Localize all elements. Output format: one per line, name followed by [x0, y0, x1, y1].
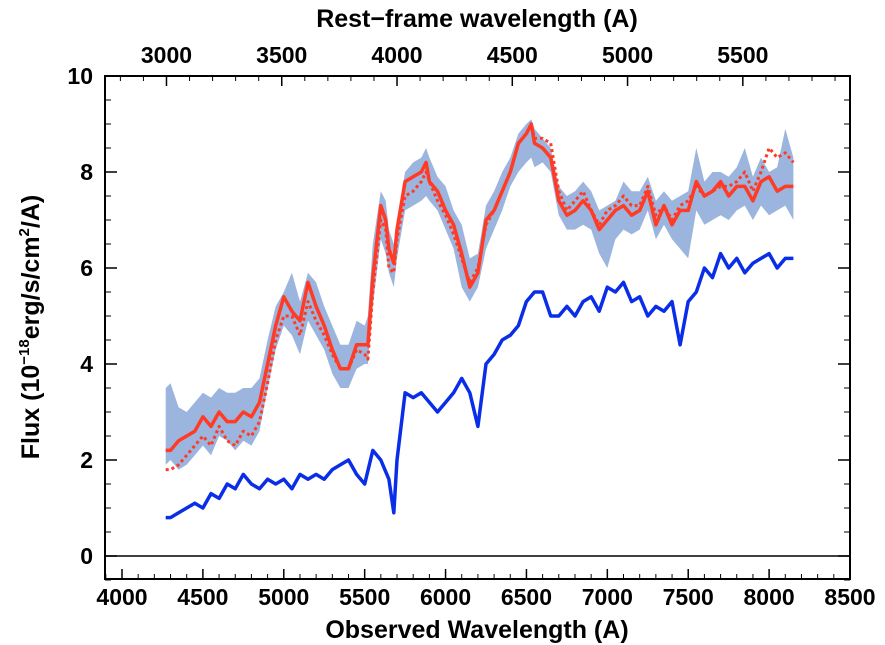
ticks-layer: 4000 4500 5000 5500 6000 6500 7000 7500 8000 8500… [67, 42, 875, 610]
x-tick-label-7500: 7500 [663, 584, 714, 610]
series-line-2 [165, 122, 794, 453]
y-axis-title-exponent: −18 [16, 339, 33, 364]
y-axis-title-end: /A) [17, 195, 45, 228]
x-tick-label-5500: 5500 [339, 584, 390, 610]
x-tick-label-6000: 6000 [420, 584, 471, 610]
series-layer [165, 119, 795, 520]
series-dotted-line [165, 122, 795, 472]
x-tick-label-4000: 4000 [96, 584, 147, 610]
x-tick-label-4500: 4500 [177, 584, 228, 610]
y-axis-title-units: erg/s/cm [17, 236, 45, 339]
y-tick-label-10: 10 [67, 63, 93, 89]
top-tick-label-4000: 4000 [371, 42, 422, 68]
x-tick-label-7000: 7000 [582, 584, 633, 610]
x-tick-label-5000: 5000 [258, 584, 309, 610]
plot-area: 4000 4500 5000 5500 6000 6500 7000 7500 8000 8500… [67, 42, 875, 610]
y-axis-title-main: Flux (10 [17, 365, 45, 459]
plot-frame [104, 75, 851, 580]
top-tick-label-4500: 4500 [487, 42, 538, 68]
y-tick-label-2: 2 [80, 447, 93, 473]
y-tick-label-4: 4 [80, 351, 93, 377]
top-tick-label-5000: 5000 [602, 42, 653, 68]
x-tick-label-8500: 8500 [824, 584, 875, 610]
y-tick-label-8: 8 [80, 159, 93, 185]
y-tick-label-0: 0 [80, 543, 93, 569]
top-tick-label-3000: 3000 [141, 42, 192, 68]
series-line-3 [165, 251, 794, 520]
x-tick-label-8000: 8000 [744, 584, 795, 610]
x-axis-title: Observed Wavelength (A) [325, 616, 628, 644]
top-tick-label-5500: 5500 [717, 42, 768, 68]
y-axis-title-exponent-2: 2 [16, 228, 33, 236]
y-tick-label-6: 6 [80, 255, 93, 281]
top-tick-label-3500: 3500 [256, 42, 307, 68]
x-tick-label-6500: 6500 [501, 584, 552, 610]
top-axis-title: Rest−frame wavelength (A) [316, 5, 638, 33]
y-axis-title: Flux (10−18erg/s/cm2/A) [16, 195, 45, 459]
